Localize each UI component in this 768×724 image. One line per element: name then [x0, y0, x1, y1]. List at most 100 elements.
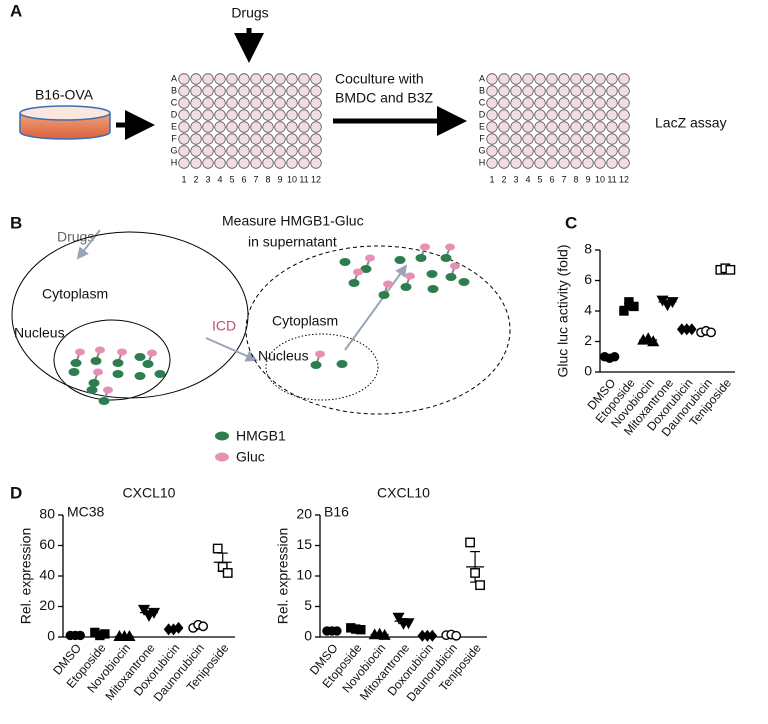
well	[582, 121, 594, 133]
data-point	[666, 297, 679, 309]
hmgb1	[445, 273, 457, 281]
hmgb1	[134, 372, 146, 380]
hmgb1	[427, 285, 439, 293]
well	[606, 85, 618, 97]
y-tick-label: 40	[39, 567, 55, 583]
panel-label: D	[10, 483, 22, 502]
well	[546, 85, 558, 97]
well	[594, 121, 606, 133]
hmgb1	[142, 360, 154, 368]
well	[570, 73, 582, 85]
well	[310, 133, 322, 145]
well	[202, 145, 214, 157]
cell-dashed	[245, 245, 511, 415]
plate-row-label: D	[479, 109, 486, 119]
hmgb1	[394, 256, 406, 264]
well	[238, 73, 250, 85]
well	[510, 133, 522, 145]
well	[310, 73, 322, 85]
well	[558, 133, 570, 145]
plate-col-label: 3	[205, 174, 210, 184]
plate-col-label: 9	[277, 174, 282, 184]
annotation: MC38	[67, 504, 105, 520]
plate-row-label: C	[171, 97, 178, 107]
well	[606, 97, 618, 109]
data-point	[332, 626, 342, 636]
well	[510, 121, 522, 133]
plate-col-label: 8	[265, 174, 270, 184]
well	[558, 157, 570, 169]
gluc	[445, 243, 455, 251]
well	[202, 73, 214, 85]
well	[274, 109, 286, 121]
well	[286, 97, 298, 109]
plate-row-label: G	[478, 145, 485, 155]
well	[498, 97, 510, 109]
measure-text: in supernatant	[248, 234, 337, 250]
icd-label: ICD	[212, 318, 236, 334]
chart-title: CXCL10	[377, 485, 430, 501]
well	[178, 85, 190, 97]
well	[310, 157, 322, 169]
hmgb1	[112, 359, 124, 367]
well	[214, 73, 226, 85]
well	[190, 145, 202, 157]
y-tick-label: 60	[39, 536, 55, 552]
data-point	[137, 604, 151, 616]
assay-text: LacZ assay	[655, 115, 727, 131]
y-axis-label: Rel. expression	[18, 528, 34, 625]
y-tick-label: 15	[296, 536, 312, 552]
well	[618, 109, 630, 121]
well	[486, 133, 498, 145]
well	[226, 97, 238, 109]
panel-label: A	[10, 1, 22, 20]
well	[522, 85, 534, 97]
well	[618, 85, 630, 97]
plate-col-label: 8	[573, 174, 578, 184]
well	[262, 133, 274, 145]
plate-col-label: 6	[549, 174, 554, 184]
gluc	[103, 386, 113, 394]
well	[534, 109, 546, 121]
well	[190, 97, 202, 109]
well	[250, 133, 262, 145]
well	[546, 145, 558, 157]
dish-top	[19, 105, 111, 121]
well	[558, 73, 570, 85]
well	[238, 145, 250, 157]
well	[606, 145, 618, 157]
well	[510, 157, 522, 169]
data-point	[173, 621, 184, 634]
well	[618, 145, 630, 157]
hmgb1	[98, 397, 110, 405]
gluc	[75, 348, 85, 356]
nucleus-label: Nucleus	[14, 325, 65, 341]
y-tick-label: 0	[304, 628, 312, 644]
well	[546, 133, 558, 145]
data-point	[451, 630, 462, 641]
y-tick-label: 10	[296, 567, 312, 583]
hmgb1	[86, 386, 98, 394]
well	[226, 145, 238, 157]
hmgb1	[90, 357, 102, 365]
well	[534, 145, 546, 157]
well	[262, 145, 274, 157]
hmgb1	[400, 283, 412, 291]
plate-row-label: A	[479, 73, 485, 83]
well	[190, 109, 202, 121]
gluc	[383, 280, 393, 288]
well	[522, 73, 534, 85]
y-axis-label: Gluc luc activity (fold)	[555, 244, 571, 377]
cell-line: B16-OVA	[35, 87, 94, 103]
well	[214, 97, 226, 109]
well	[594, 157, 606, 169]
gluc	[450, 262, 460, 270]
well	[582, 109, 594, 121]
plate-col-label: 7	[561, 174, 566, 184]
hmgb1	[68, 368, 80, 376]
well	[250, 109, 262, 121]
y-tick-label: 6	[584, 271, 592, 287]
well	[310, 121, 322, 133]
well	[510, 85, 522, 97]
